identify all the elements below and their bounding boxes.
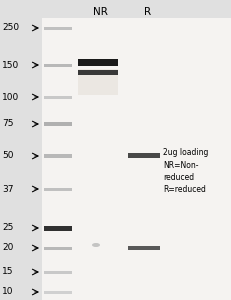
Text: NR: NR [93, 7, 107, 17]
Text: 150: 150 [2, 61, 19, 70]
Bar [42, 18, 231, 300]
Bar [78, 70, 118, 74]
Text: R: R [144, 7, 152, 17]
Bar [44, 122, 72, 126]
Bar [44, 226, 72, 230]
Ellipse shape [92, 243, 100, 247]
Bar [44, 188, 72, 190]
Text: 2ug loading
NR=Non-
reduced
R=reduced: 2ug loading NR=Non- reduced R=reduced [163, 148, 208, 194]
Bar [44, 290, 72, 293]
Text: 15: 15 [2, 268, 13, 277]
Bar [44, 247, 72, 250]
Bar [44, 154, 72, 158]
Text: 10: 10 [2, 287, 13, 296]
Text: 50: 50 [2, 152, 13, 160]
Bar [78, 58, 118, 65]
Bar [78, 69, 118, 95]
Text: 20: 20 [2, 244, 13, 253]
Bar [44, 271, 72, 274]
Text: 75: 75 [2, 119, 13, 128]
Text: 100: 100 [2, 92, 19, 101]
Text: 250: 250 [2, 23, 19, 32]
Bar [44, 64, 72, 67]
Bar [128, 152, 160, 158]
Text: 37: 37 [2, 184, 13, 194]
Text: 25: 25 [2, 224, 13, 232]
Bar [44, 26, 72, 29]
Bar [44, 95, 72, 98]
Bar [128, 246, 160, 250]
